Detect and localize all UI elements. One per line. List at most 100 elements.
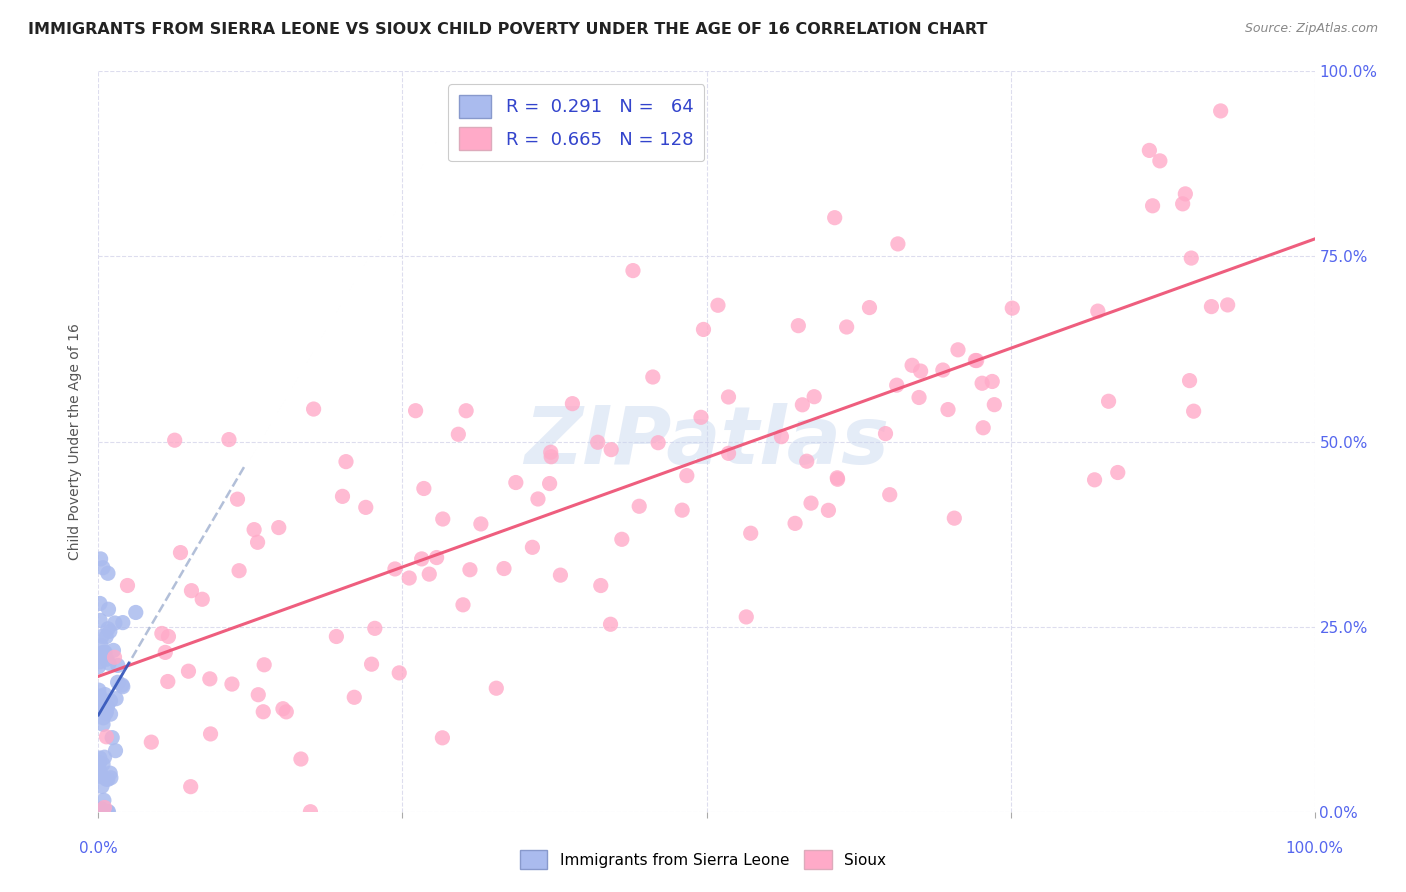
Point (411, 552, 433, 566)
Point (332, 489, 354, 503)
Y-axis label: Child Poverty Under the Age of 16: Child Poverty Under the Age of 16 (69, 323, 83, 560)
Point (97, 602, 120, 616)
Point (879, 488, 901, 502)
Point (100, 694, 122, 708)
Point (180, 780, 202, 794)
Legend: Immigrants from Sierra Leone, Sioux: Immigrants from Sierra Leone, Sioux (513, 844, 893, 875)
Point (1107, 466, 1129, 480)
Point (800, 496, 823, 510)
Point (456, 403, 478, 417)
Point (94, 805, 117, 819)
Point (180, 583, 202, 598)
Point (96, 705, 118, 719)
Point (90, 767, 112, 781)
Point (107, 675, 129, 690)
Point (740, 526, 762, 541)
Point (125, 606, 148, 620)
Point (1174, 186, 1197, 201)
Point (485, 681, 508, 696)
Point (600, 442, 623, 457)
Point (111, 678, 134, 692)
Point (1087, 304, 1109, 318)
Point (97, 805, 120, 819)
Point (290, 752, 312, 766)
Point (111, 615, 134, 630)
Point (87, 699, 110, 714)
Point (418, 567, 440, 582)
Point (100, 707, 122, 722)
Point (226, 492, 249, 507)
Text: ZIPatlas: ZIPatlas (524, 402, 889, 481)
Point (1178, 374, 1201, 388)
Point (412, 482, 434, 496)
Point (1149, 153, 1171, 168)
Point (522, 541, 544, 555)
Point (540, 450, 562, 464)
Point (89, 764, 111, 778)
Point (405, 403, 427, 417)
Point (398, 571, 420, 585)
Point (388, 665, 411, 680)
Point (621, 263, 644, 277)
Point (103, 650, 125, 665)
Point (98, 766, 121, 780)
Point (827, 472, 849, 486)
Point (1201, 300, 1223, 314)
Point (96, 772, 118, 787)
Point (218, 433, 240, 447)
Point (267, 520, 290, 534)
Point (1171, 197, 1194, 211)
Point (432, 512, 454, 526)
Point (89, 756, 111, 770)
Point (97, 622, 120, 636)
Point (87, 762, 110, 776)
Point (91, 629, 114, 643)
Point (97, 772, 120, 787)
Point (932, 363, 955, 377)
Point (610, 533, 633, 547)
Point (887, 236, 910, 251)
Point (91, 757, 114, 772)
Point (628, 500, 651, 514)
Point (966, 353, 988, 368)
Point (150, 626, 173, 640)
Point (792, 398, 814, 412)
Point (908, 391, 931, 405)
Point (451, 598, 474, 612)
Point (97, 805, 120, 819)
Point (717, 390, 740, 404)
Point (1097, 394, 1119, 409)
Point (90, 802, 112, 816)
Point (470, 516, 492, 531)
Point (111, 680, 134, 694)
Point (343, 690, 366, 705)
Point (641, 370, 664, 384)
Point (89, 689, 111, 703)
Point (1209, 103, 1232, 118)
Point (735, 610, 758, 624)
Point (91, 717, 114, 731)
Point (325, 630, 347, 644)
Point (1182, 404, 1205, 418)
Point (100, 771, 122, 785)
Point (91, 560, 114, 574)
Point (101, 731, 124, 745)
Point (98, 624, 121, 639)
Point (360, 657, 382, 672)
Point (98, 657, 121, 671)
Point (1142, 199, 1164, 213)
Point (91, 711, 114, 725)
Point (550, 568, 572, 582)
Point (946, 343, 969, 357)
Point (1001, 301, 1024, 315)
Point (93, 793, 115, 807)
Point (302, 402, 325, 417)
Point (90, 639, 112, 653)
Point (96, 730, 118, 744)
Point (538, 476, 561, 491)
Point (1216, 298, 1239, 312)
Point (647, 435, 669, 450)
Point (93, 698, 115, 713)
Point (93, 800, 115, 814)
Point (156, 674, 179, 689)
